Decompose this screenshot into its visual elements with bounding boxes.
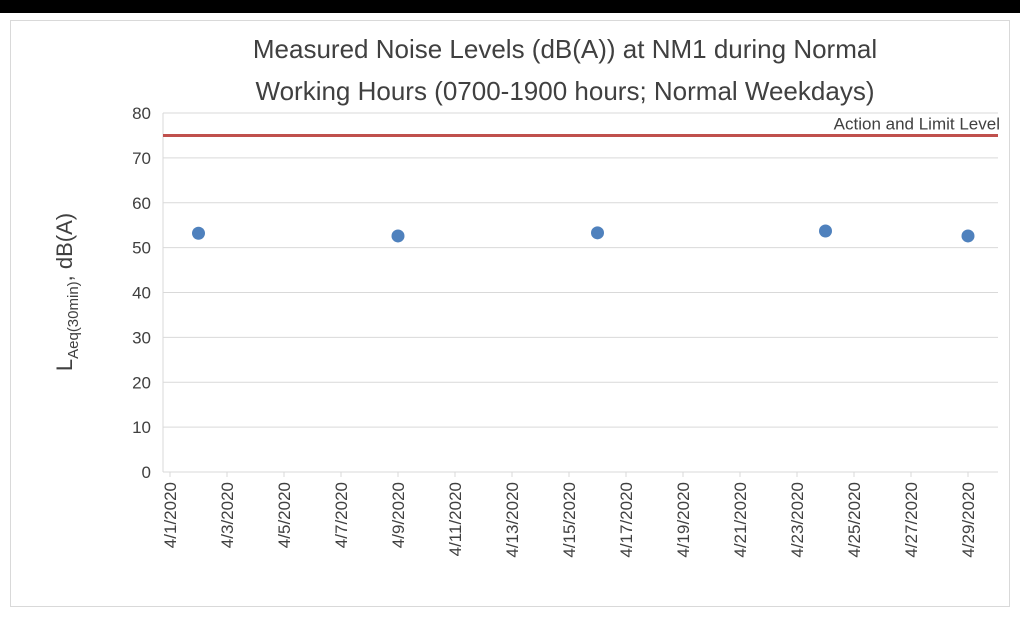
- x-tick-label: 4/1/2020: [161, 482, 180, 548]
- x-tick-label: 4/5/2020: [275, 482, 294, 548]
- chart-title: Measured Noise Levels (dB(A)) at NM1 dur…: [253, 34, 877, 64]
- x-tick-label: 4/17/2020: [617, 482, 636, 558]
- chart-frame: [10, 20, 1010, 607]
- data-point: [192, 226, 205, 240]
- limit-label: Action and Limit Level: [834, 114, 1000, 133]
- y-axis-label: LAeq(30min), dB(A): [52, 213, 82, 371]
- top-bar: [0, 0, 1020, 13]
- y-tick-label: 70: [132, 149, 151, 168]
- y-label-subscript: Aeq(30min): [65, 281, 82, 359]
- y-tick-label: 0: [142, 463, 151, 482]
- data-point: [391, 229, 405, 243]
- x-tick-label: 4/27/2020: [902, 482, 921, 558]
- x-tick-label: 4/25/2020: [845, 482, 864, 558]
- x-tick-label: 4/29/2020: [959, 482, 978, 558]
- y-tick-label: 10: [132, 418, 151, 437]
- y-label-main: L: [52, 359, 77, 371]
- y-tick-label: 50: [132, 239, 151, 258]
- x-tick-label: 4/11/2020: [446, 482, 465, 556]
- y-tick-label: 80: [132, 104, 151, 123]
- x-tick-label: 4/9/2020: [389, 482, 408, 548]
- data-point: [591, 226, 604, 240]
- x-tick-label: 4/21/2020: [731, 482, 750, 558]
- x-tick-label: 4/13/2020: [503, 482, 522, 558]
- y-tick-label: 20: [132, 373, 151, 392]
- chart-title: Working Hours (0700-1900 hours; Normal W…: [256, 76, 875, 106]
- y-label-rest: , dB(A): [52, 213, 77, 281]
- x-tick-label: 4/7/2020: [332, 482, 351, 548]
- data-point: [961, 229, 975, 243]
- data-point: [819, 224, 832, 238]
- x-tick-label: 4/3/2020: [218, 482, 237, 548]
- y-tick-label: 40: [132, 284, 151, 303]
- y-tick-label: 60: [132, 194, 151, 213]
- y-tick-label: 30: [132, 328, 151, 347]
- x-tick-label: 4/15/2020: [560, 482, 579, 558]
- x-tick-label: 4/19/2020: [674, 482, 693, 558]
- x-tick-label: 4/23/2020: [788, 482, 807, 558]
